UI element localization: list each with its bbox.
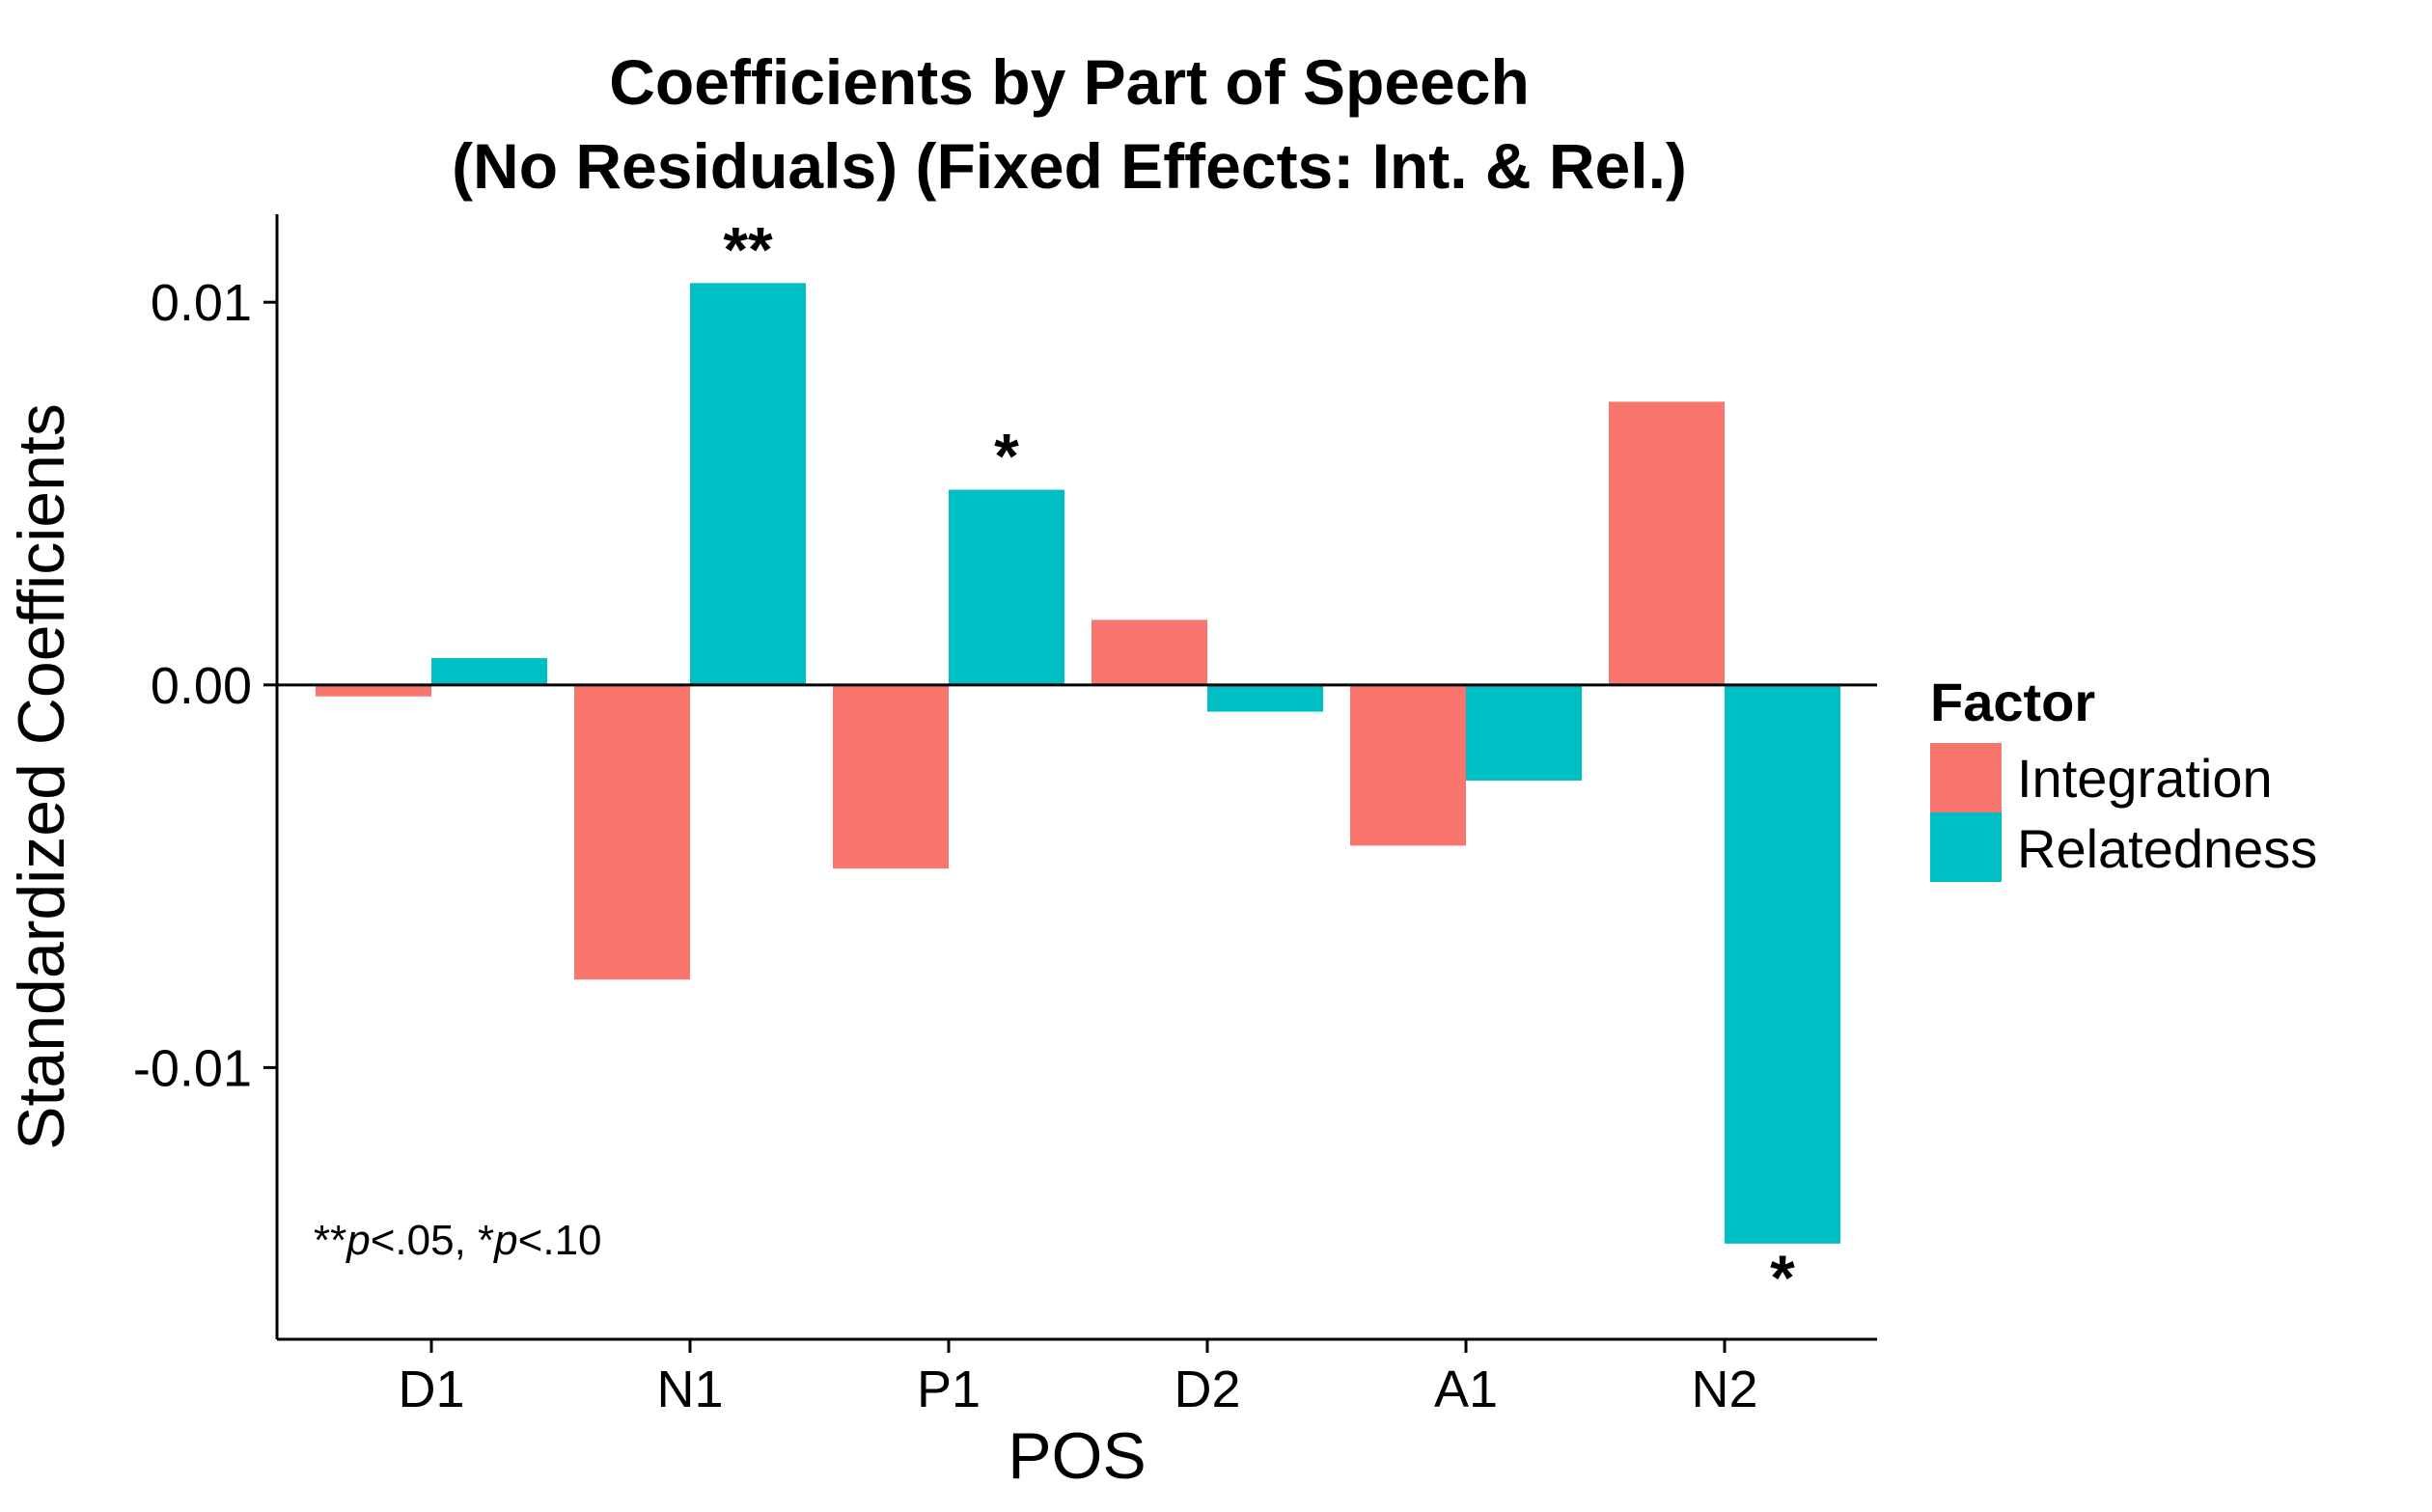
- note-p-2: p: [492, 1217, 517, 1264]
- significance-label-relatedness-n2: *: [1770, 1242, 1795, 1313]
- bar-integration-n2: [1609, 401, 1725, 685]
- y-axis-title: Standardized Coefficients: [5, 403, 78, 1150]
- x-axis-title: POS: [1008, 1419, 1147, 1493]
- legend-label-integration: Integration: [2017, 748, 2273, 809]
- chart-subtitle: (No Residuals) (Fixed Effects: Int. & Re…: [452, 130, 1687, 202]
- note-prefix-1: **: [314, 1217, 346, 1264]
- significance-label-relatedness-p1: *: [994, 421, 1019, 492]
- bar-relatedness-d2: [1207, 684, 1323, 712]
- y-tick-label: 0.01: [151, 274, 252, 332]
- note-prefix-2: *: [478, 1217, 494, 1264]
- bar-relatedness-n1: [690, 283, 806, 685]
- significance-layer: ****: [723, 213, 1795, 1312]
- bars-layer: [316, 283, 1840, 1244]
- bar-integration-d1: [316, 684, 431, 697]
- legend: Factor Integration Relatedness: [1930, 672, 2317, 882]
- y-tick-label: -0.01: [133, 1039, 252, 1097]
- x-ticks: D1 N1 P1 D2 A1 N2: [398, 1339, 1758, 1418]
- bar-integration-a1: [1350, 684, 1466, 846]
- note-text-2: <.10: [518, 1217, 602, 1264]
- bar-relatedness-n2: [1725, 684, 1840, 1244]
- x-tick-label-d1: D1: [398, 1361, 464, 1418]
- x-tick-label-a1: A1: [1434, 1361, 1498, 1418]
- legend-title: Factor: [1930, 672, 2095, 732]
- x-tick-label-p1: P1: [917, 1361, 981, 1418]
- bar-integration-d2: [1092, 619, 1207, 685]
- significance-note: **p<.05, *p<.10: [314, 1217, 602, 1264]
- note-p-1: p: [345, 1217, 370, 1264]
- y-ticks: 0.01 0.00 -0.01: [133, 274, 277, 1097]
- chart-title: Coefficients by Part of Speech: [609, 46, 1530, 118]
- note-text-1: <.05,: [371, 1217, 478, 1264]
- significance-label-relatedness-n1: **: [723, 213, 773, 285]
- x-tick-label-n2: N2: [1691, 1361, 1757, 1418]
- bar-integration-n1: [574, 684, 690, 980]
- x-tick-label-n1: N1: [656, 1361, 723, 1418]
- legend-swatch-integration: [1930, 743, 2002, 812]
- legend-label-relatedness: Relatedness: [2017, 818, 2317, 879]
- x-tick-label-d2: D2: [1174, 1361, 1240, 1418]
- bar-integration-p1: [833, 684, 949, 869]
- bar-relatedness-p1: [949, 489, 1064, 685]
- y-tick-label: 0.00: [151, 657, 252, 715]
- legend-swatch-relatedness: [1930, 812, 2002, 882]
- bar-relatedness-d1: [431, 658, 547, 685]
- bar-relatedness-a1: [1466, 684, 1582, 781]
